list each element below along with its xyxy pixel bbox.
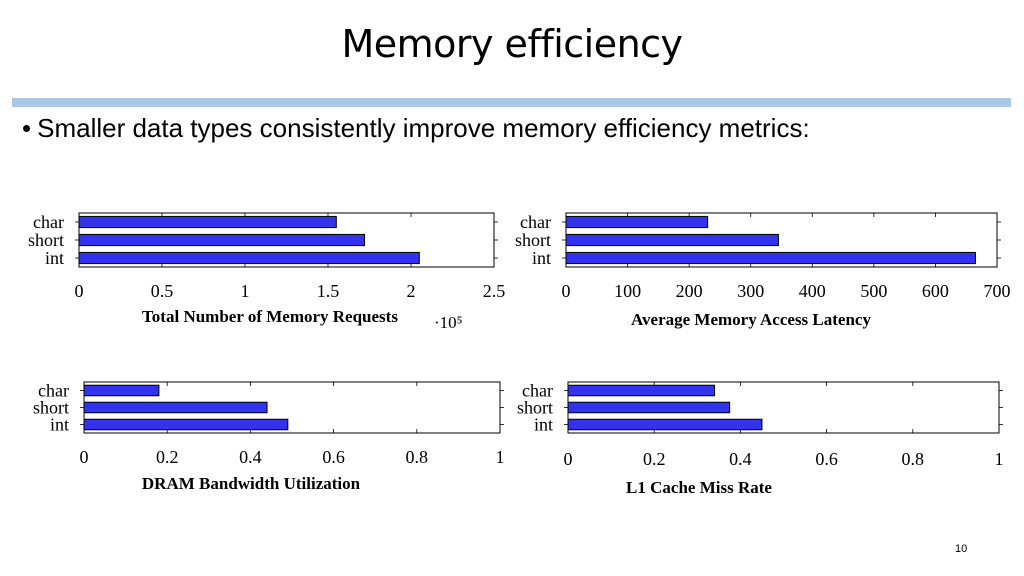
- y-category-label: char: [520, 212, 551, 232]
- x-axis-label: Average Memory Access Latency: [631, 310, 871, 329]
- x-tick-label: 2.5: [483, 281, 506, 301]
- x-tick-label: 700: [984, 281, 1011, 301]
- x-tick-label: 0: [80, 447, 89, 467]
- x-axis-label: DRAM Bandwidth Utilization: [142, 474, 361, 493]
- bar-int: [565, 251, 976, 265]
- x-tick-label: 0: [562, 281, 571, 301]
- y-category-label: short: [515, 230, 551, 250]
- y-category-label: int: [532, 248, 551, 268]
- bar-char: [567, 384, 716, 397]
- bar-char: [83, 384, 160, 397]
- x-tick-label: 0.4: [239, 447, 262, 467]
- bar-int: [78, 251, 420, 265]
- y-category-label: char: [522, 381, 553, 401]
- x-tick-label: 0.6: [815, 449, 838, 469]
- bar-int: [567, 418, 763, 431]
- x-tick-label: 0.5: [151, 281, 174, 301]
- y-category-label: char: [33, 212, 64, 232]
- x-axis-label: Total Number of Memory Requests: [142, 307, 398, 326]
- y-category-label: int: [534, 415, 553, 435]
- x-tick-label: 0.8: [902, 449, 925, 469]
- x-tick-label: 200: [676, 281, 703, 301]
- x-tick-label: 100: [614, 281, 641, 301]
- x-tick-label: 600: [922, 281, 949, 301]
- bar-char: [78, 215, 337, 229]
- y-category-label: int: [50, 415, 69, 435]
- bar-char: [565, 215, 709, 229]
- page-number: 10: [955, 543, 968, 555]
- bar-short: [567, 401, 731, 414]
- title-divider: [12, 98, 1011, 107]
- y-category-label: short: [517, 398, 553, 418]
- bar-short: [78, 233, 366, 247]
- y-category-label: short: [33, 398, 69, 418]
- x-tick-label: 1.5: [317, 281, 340, 301]
- bullet-text: Smaller data types consistently improve …: [37, 113, 810, 143]
- x-tick-label: 1: [496, 447, 505, 467]
- slide-title: Memory efficiency: [341, 22, 683, 66]
- x-tick-label: 1: [241, 281, 250, 301]
- x-axis-label: L1 Cache Miss Rate: [626, 478, 772, 497]
- x-tick-label: 0.2: [156, 447, 179, 467]
- x-tick-label: 0: [75, 281, 84, 301]
- x-tick-label: 300: [737, 281, 764, 301]
- x-tick-label: 2: [407, 281, 416, 301]
- y-category-label: char: [38, 381, 69, 401]
- bullet-marker: •: [22, 113, 32, 143]
- x-scale-multiplier: ·10⁵: [434, 313, 463, 332]
- x-tick-label: 0.8: [406, 447, 429, 467]
- bar-int: [83, 418, 289, 431]
- bullet-point: • Smaller data types consistently improve…: [22, 113, 810, 144]
- x-tick-label: 0.2: [643, 449, 666, 469]
- y-category-label: int: [45, 248, 64, 268]
- x-tick-label: 0: [564, 449, 573, 469]
- bar-short: [565, 233, 779, 247]
- x-tick-label: 0.6: [322, 447, 345, 467]
- bar-short: [83, 401, 268, 414]
- x-tick-label: 0.4: [729, 449, 752, 469]
- x-tick-label: 400: [799, 281, 826, 301]
- y-category-label: short: [28, 230, 64, 250]
- x-tick-label: 1: [995, 449, 1004, 469]
- x-tick-label: 500: [860, 281, 887, 301]
